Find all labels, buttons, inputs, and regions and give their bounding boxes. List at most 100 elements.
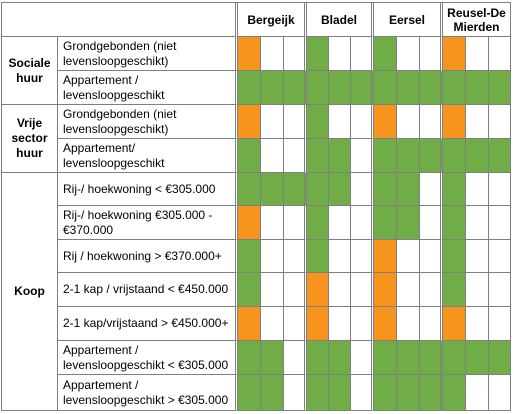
status-cell-reusel-de-mierden xyxy=(443,273,466,307)
status-cell-eersel xyxy=(397,273,420,307)
status-cell-bergeijk xyxy=(238,173,261,206)
status-cell-bladel xyxy=(329,307,351,341)
status-cell-eersel xyxy=(397,341,420,375)
status-cell-bladel xyxy=(329,71,351,105)
municipality-header-bladel-text: Bladel xyxy=(320,12,357,27)
status-cell-reusel-de-mierden xyxy=(443,240,466,273)
municipality-header-bergeijk-text: Bergeijk xyxy=(247,12,295,27)
status-cell-eersel xyxy=(397,240,420,273)
status-cell-bladel xyxy=(329,139,351,173)
status-cell-bergeijk xyxy=(238,139,261,173)
status-cell-bergeijk xyxy=(284,173,307,206)
status-cell-reusel-de-mierden xyxy=(489,139,511,173)
status-cell-bergeijk xyxy=(238,37,261,71)
row-label: Grondgebonden (niet levensloopgeschikt) xyxy=(58,105,238,139)
status-cell-eersel xyxy=(374,139,397,173)
status-cell-eersel xyxy=(374,240,397,273)
row-label-text: Appartement / levensloopgeschikt xyxy=(63,72,165,102)
status-cell-bergeijk xyxy=(261,273,284,307)
status-cell-bladel xyxy=(307,240,329,273)
status-cell-bergeijk xyxy=(284,37,307,71)
status-cell-eersel xyxy=(420,206,443,240)
status-cell-bladel xyxy=(351,71,374,105)
status-cell-eersel xyxy=(420,307,443,341)
row-label-text: Grondgebonden (niet levensloopgeschikt) xyxy=(63,38,177,68)
status-cell-reusel-de-mierden xyxy=(489,307,511,341)
status-cell-bladel xyxy=(307,173,329,206)
status-cell-bergeijk xyxy=(284,240,307,273)
status-cell-eersel xyxy=(397,307,420,341)
status-cell-bergeijk xyxy=(261,173,284,206)
status-cell-eersel xyxy=(420,71,443,105)
row-label: 2-1 kap / vrijstaand < €450.000 xyxy=(58,273,238,307)
status-cell-reusel-de-mierden xyxy=(489,273,511,307)
status-cell-bergeijk xyxy=(238,105,261,139)
status-cell-bladel xyxy=(351,206,374,240)
category-label-sociale-huur-text: Sociale huur xyxy=(8,55,51,85)
status-cell-bergeijk xyxy=(261,139,284,173)
row-label-text: Rij-/ hoekwoning < €305.000 xyxy=(63,181,216,196)
row-label: Appartement / levensloopgeschikt < €305.… xyxy=(58,341,238,375)
row-label-text: Rij-/ hoekwoning €305.000 - €370.000 xyxy=(63,207,213,237)
status-cell-bladel xyxy=(307,71,329,105)
municipality-header-bergeijk: Bergeijk xyxy=(238,3,307,37)
category-label-koop: Koop xyxy=(2,173,58,411)
status-cell-eersel xyxy=(374,273,397,307)
status-cell-bergeijk xyxy=(261,375,284,411)
status-cell-reusel-de-mierden xyxy=(489,71,511,105)
row-label: Rij / hoekwoning > €370.000+ xyxy=(58,240,238,273)
status-cell-bergeijk xyxy=(238,240,261,273)
row-label: Appartement/ levensloopgeschikt xyxy=(58,139,238,173)
status-cell-eersel xyxy=(397,375,420,411)
status-cell-reusel-de-mierden xyxy=(489,173,511,206)
status-cell-eersel xyxy=(397,139,420,173)
status-cell-bladel xyxy=(307,307,329,341)
status-cell-bergeijk xyxy=(284,341,307,375)
status-cell-bladel xyxy=(329,375,351,411)
status-cell-eersel xyxy=(374,307,397,341)
status-cell-reusel-de-mierden xyxy=(443,307,466,341)
category-label-vrije-sector-huur-text: Vrije sector huur xyxy=(11,116,48,160)
status-cell-eersel xyxy=(374,71,397,105)
status-cell-reusel-de-mierden xyxy=(443,139,466,173)
status-cell-reusel-de-mierden xyxy=(443,37,466,71)
status-cell-reusel-de-mierden xyxy=(466,240,489,273)
status-cell-bladel xyxy=(307,37,329,71)
status-cell-bergeijk xyxy=(238,341,261,375)
status-cell-reusel-de-mierden xyxy=(443,206,466,240)
status-cell-bladel xyxy=(307,139,329,173)
status-cell-reusel-de-mierden xyxy=(489,105,511,139)
status-cell-eersel xyxy=(397,105,420,139)
status-cell-reusel-de-mierden xyxy=(466,173,489,206)
status-cell-bergeijk xyxy=(261,71,284,105)
status-cell-bergeijk xyxy=(284,71,307,105)
row-label-text: Appartement / levensloopgeschikt > €305.… xyxy=(63,377,229,407)
status-cell-reusel-de-mierden xyxy=(466,206,489,240)
status-cell-reusel-de-mierden xyxy=(489,206,511,240)
row-label-text: 2-1 kap/vrijstaand > €450.000+ xyxy=(63,316,229,330)
row-label: Rij-/ hoekwoning < €305.000 xyxy=(58,173,238,206)
status-cell-eersel xyxy=(397,71,420,105)
status-cell-eersel xyxy=(374,375,397,411)
status-cell-bladel xyxy=(307,105,329,139)
status-cell-bergeijk xyxy=(261,206,284,240)
status-cell-reusel-de-mierden xyxy=(443,173,466,206)
status-cell-bergeijk xyxy=(238,307,261,341)
status-cell-reusel-de-mierden xyxy=(489,37,511,71)
status-cell-eersel xyxy=(374,341,397,375)
row-label: Appartement / levensloopgeschikt xyxy=(58,71,238,105)
status-cell-bladel xyxy=(351,37,374,71)
status-cell-eersel xyxy=(420,105,443,139)
status-cell-bladel xyxy=(307,273,329,307)
status-cell-eersel xyxy=(374,206,397,240)
status-cell-reusel-de-mierden xyxy=(466,273,489,307)
status-cell-bergeijk xyxy=(238,71,261,105)
status-cell-bergeijk xyxy=(284,139,307,173)
row-label: 2-1 kap/vrijstaand > €450.000+ xyxy=(58,307,238,341)
row-label: Grondgebonden (niet levensloopgeschikt) xyxy=(58,37,238,71)
category-label-koop-text: Koop xyxy=(14,284,45,298)
status-cell-bergeijk xyxy=(284,105,307,139)
status-cell-bergeijk xyxy=(261,307,284,341)
status-cell-eersel xyxy=(420,37,443,71)
row-label: Rij-/ hoekwoning €305.000 - €370.000 xyxy=(58,206,238,240)
